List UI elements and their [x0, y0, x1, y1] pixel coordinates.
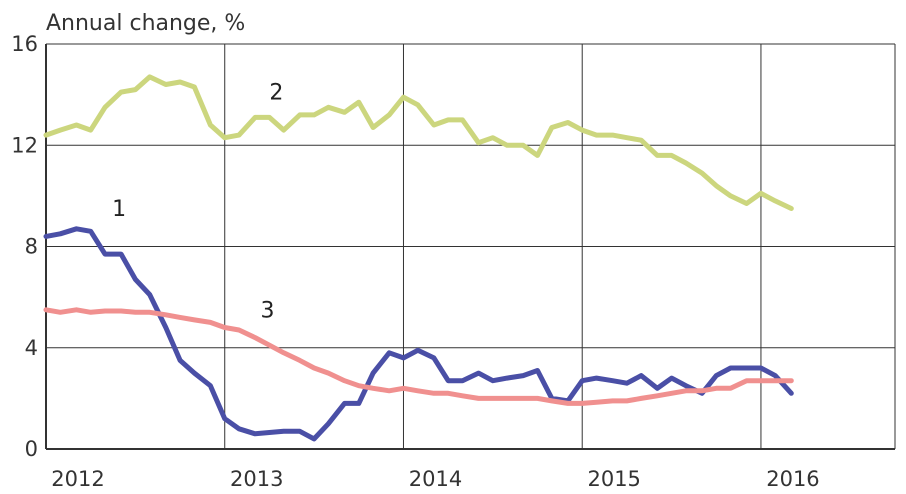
x-tick-label: 2014 — [409, 467, 462, 491]
y-tick-labels: 0 4 8 12 16 — [11, 32, 38, 461]
x-tick-label: 2012 — [51, 467, 104, 491]
y-tick-label: 16 — [11, 32, 38, 56]
x-tick-label: 2016 — [766, 467, 819, 491]
series-label-3: 3 — [260, 298, 274, 323]
x-tick-label: 2015 — [587, 467, 640, 491]
grid — [45, 43, 896, 450]
series-labels: 1 2 3 — [112, 81, 283, 324]
series-line-3 — [43, 307, 794, 406]
y-tick-label: 4 — [25, 336, 38, 360]
y-tick-label: 8 — [25, 235, 38, 259]
series-line-2 — [43, 74, 794, 211]
y-tick-label: 0 — [25, 437, 38, 461]
y-tick-label: 12 — [11, 133, 38, 157]
x-tick-labels: 2012 2013 2014 2015 2016 — [51, 467, 819, 491]
series-label-2: 2 — [269, 81, 283, 106]
series-lines — [43, 74, 794, 442]
y-axis-title: Annual change, % — [46, 11, 245, 36]
x-tick-label: 2013 — [230, 467, 283, 491]
series-label-1: 1 — [112, 197, 126, 222]
series-line-1 — [43, 226, 794, 442]
